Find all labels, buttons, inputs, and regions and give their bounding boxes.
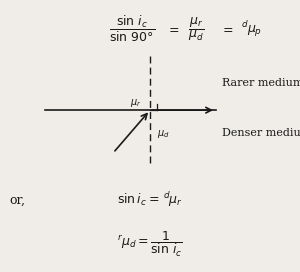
- Text: Rarer medium: Rarer medium: [222, 78, 300, 88]
- Text: $\dfrac{\sin\, i_c}{\sin\, 90°}$: $\dfrac{\sin\, i_c}{\sin\, 90°}$: [109, 14, 155, 44]
- Text: $\mu_d$: $\mu_d$: [157, 128, 169, 140]
- Text: $=$: $=$: [220, 22, 233, 35]
- Text: $^r\mu_d = \dfrac{1}{\sin\, i_c}$: $^r\mu_d = \dfrac{1}{\sin\, i_c}$: [117, 230, 183, 259]
- Text: Denser medium: Denser medium: [222, 128, 300, 138]
- Text: $\mu_r$: $\mu_r$: [130, 97, 141, 109]
- Text: $=$: $=$: [166, 22, 179, 35]
- Text: or,: or,: [9, 193, 25, 206]
- Text: $\sin i_c =\, ^d\mu_r$: $\sin i_c =\, ^d\mu_r$: [117, 190, 183, 209]
- Text: $^d\mu_p$: $^d\mu_p$: [242, 18, 262, 39]
- Text: $\dfrac{\mu_r}{\mu_d}$: $\dfrac{\mu_r}{\mu_d}$: [188, 15, 205, 42]
